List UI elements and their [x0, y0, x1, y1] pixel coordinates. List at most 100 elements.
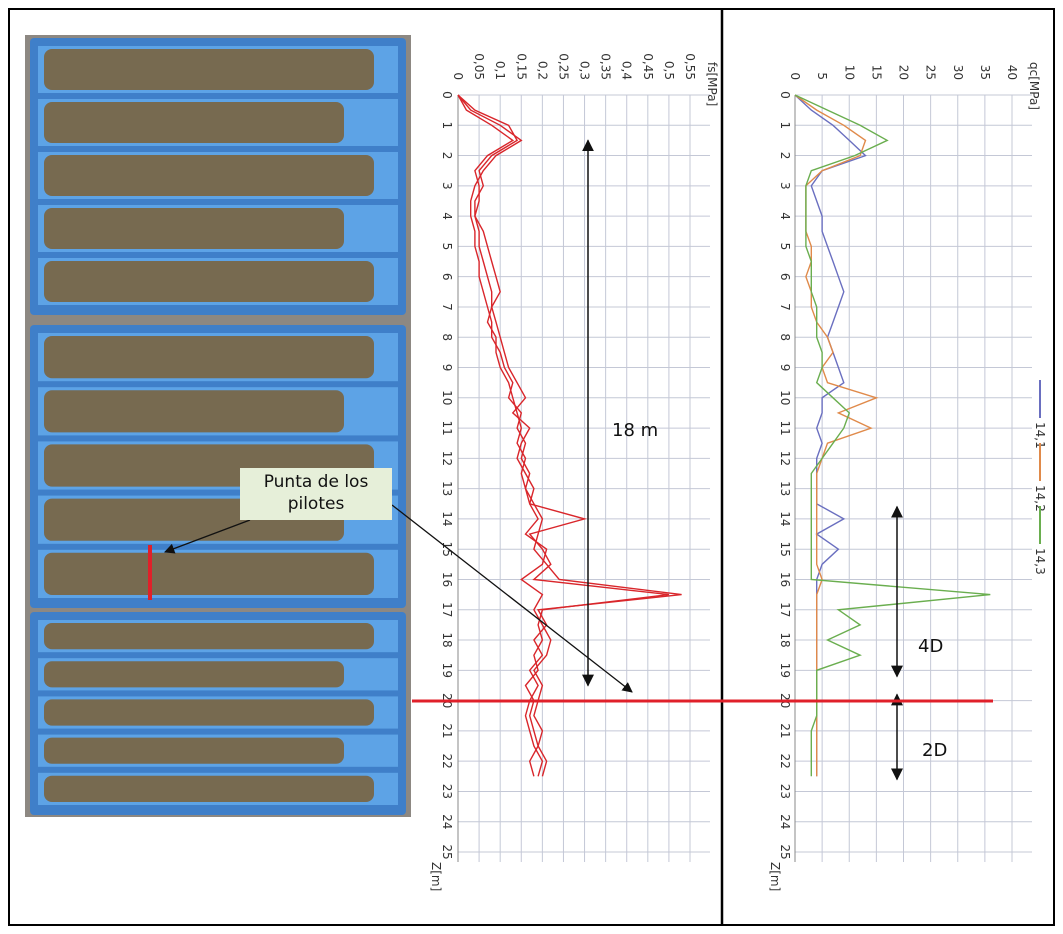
depth-tick-label: 21 [440, 723, 454, 738]
value-tick-label: 0,35 [599, 53, 613, 80]
value-tick-label: 20 [897, 65, 911, 80]
series-line [457, 94, 682, 777]
value-tick-label: 0,4 [620, 61, 634, 80]
value-tick-label: 35 [978, 65, 992, 80]
depth-axis-label: Z[m] [429, 862, 443, 891]
depth-tick-label: 22 [440, 754, 454, 769]
legend-label: 14,2 [1033, 485, 1047, 512]
depth-tick-label: 13 [440, 481, 454, 496]
value-tick-label: 0,3 [578, 61, 592, 80]
depth-tick-label: 21 [778, 723, 792, 738]
depth-tick-label: 14 [440, 511, 454, 526]
core-photo [25, 35, 411, 817]
depth-tick-label: 10 [440, 390, 454, 405]
core [44, 208, 344, 249]
depth-tick-label: 17 [778, 602, 792, 617]
value-tick-label: 0,2 [535, 61, 549, 80]
depth-tick-label: 7 [440, 303, 454, 311]
depth-tick-label: 12 [778, 451, 792, 466]
depth-tick-label: 4 [778, 212, 792, 220]
depth-tick-label: 2 [440, 152, 454, 160]
depth-tick-label: 11 [778, 420, 792, 435]
core [44, 775, 374, 802]
legend-label: 14,1 [1033, 422, 1047, 449]
series-line [457, 94, 552, 777]
depth-tick-label: 14 [778, 511, 792, 526]
depth-tick-label: 23 [440, 784, 454, 799]
depth-tick-label: 18 [778, 632, 792, 647]
core [44, 336, 374, 379]
core [44, 552, 374, 595]
depth-tick-label: 18 [440, 632, 454, 647]
depth-tick-label: 5 [440, 243, 454, 251]
annotation: 2D [922, 740, 947, 761]
value-tick-label: 10 [842, 65, 856, 80]
depth-tick-label: 0 [440, 91, 454, 99]
depth-tick-label: 4 [440, 212, 454, 220]
legend-label: 14,3 [1033, 548, 1047, 575]
value-axis-label: qc[MPa] [1027, 62, 1041, 110]
depth-tick-label: 9 [440, 364, 454, 372]
depth-tick-label: 10 [778, 390, 792, 405]
value-tick-label: 15 [869, 65, 883, 80]
value-axis-label: fs[MPa] [705, 62, 719, 106]
depth-tick-label: 24 [440, 814, 454, 829]
value-tick-label: 0,15 [514, 53, 528, 80]
depth-tick-label: 1 [440, 121, 454, 129]
depth-tick-label: 9 [778, 364, 792, 372]
depth-tick-label: 6 [440, 273, 454, 281]
depth-tick-label: 8 [778, 333, 792, 341]
series-line [794, 94, 991, 777]
depth-tick-label: 23 [778, 784, 792, 799]
core [44, 49, 374, 90]
core [44, 737, 344, 764]
depth-tick-label: 17 [440, 602, 454, 617]
core [44, 390, 344, 433]
value-tick-label: 25 [924, 65, 938, 80]
core [44, 623, 374, 650]
depth-tick-label: 15 [778, 542, 792, 557]
depth-tick-label: 5 [778, 243, 792, 251]
annotation: 4D [918, 636, 943, 657]
value-tick-label: 5 [815, 72, 829, 80]
core [44, 661, 344, 688]
value-tick-label: 0,5 [662, 61, 676, 80]
arrow [164, 519, 251, 554]
annotation: 18 m [612, 420, 658, 441]
value-tick-label: 0,25 [556, 53, 570, 80]
core [44, 155, 374, 196]
core [44, 699, 374, 726]
depth-tick-label: 16 [440, 572, 454, 587]
depth-tick-label: 2 [778, 152, 792, 160]
depth-tick-label: 3 [778, 182, 792, 190]
depth-axis-label: Z[m] [768, 862, 782, 891]
value-tick-label: 40 [1005, 65, 1019, 80]
value-tick-label: 0,45 [641, 53, 655, 80]
value-tick-label: 0 [788, 72, 802, 80]
depth-tick-label: 6 [778, 273, 792, 281]
depth-tick-label: 19 [440, 663, 454, 678]
depth-tick-label: 12 [440, 451, 454, 466]
depth-tick-label: 3 [440, 182, 454, 190]
arrow [391, 504, 633, 693]
depth-tick-label: 24 [778, 814, 792, 829]
depth-tick-label: 22 [778, 754, 792, 769]
depth-tick-label: 7 [778, 303, 792, 311]
depth-tick-label: 25 [440, 844, 454, 859]
depth-tick-label: 0 [778, 91, 792, 99]
value-tick-label: 0,1 [493, 61, 507, 80]
depth-tick-label: 13 [778, 481, 792, 496]
depth-tick-label: 11 [440, 420, 454, 435]
series-line [794, 94, 879, 777]
depth-tick-label: 8 [440, 333, 454, 341]
value-tick-label: 0,05 [472, 53, 486, 80]
core [44, 261, 374, 302]
depth-tick-label: 16 [778, 572, 792, 587]
annotation-box: Punta de los pilotes [240, 468, 392, 520]
value-tick-label: 30 [951, 65, 965, 80]
depth-tick-label: 1 [778, 121, 792, 129]
frame [8, 8, 1055, 926]
core [44, 102, 344, 143]
